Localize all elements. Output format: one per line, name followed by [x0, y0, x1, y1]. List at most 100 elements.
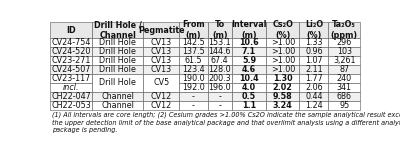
- Bar: [299, 47, 328, 56]
- Text: CV13: CV13: [150, 65, 172, 74]
- Text: 10.4: 10.4: [239, 74, 259, 83]
- Text: 144.6: 144.6: [208, 47, 231, 56]
- Bar: [299, 101, 328, 110]
- Bar: [92, 56, 143, 65]
- Bar: [232, 92, 266, 101]
- Bar: [328, 38, 360, 47]
- Text: 0.5: 0.5: [242, 92, 256, 101]
- Bar: [179, 56, 208, 65]
- Bar: [50, 92, 92, 101]
- Text: 95: 95: [339, 101, 349, 110]
- Bar: [232, 65, 266, 74]
- Text: 137.5: 137.5: [182, 47, 205, 56]
- Bar: [208, 65, 232, 74]
- Text: Ta₂O₅
(ppm): Ta₂O₅ (ppm): [331, 20, 358, 40]
- Text: Pegmatite: Pegmatite: [138, 26, 184, 35]
- Text: 196.0: 196.0: [208, 83, 231, 92]
- Bar: [328, 101, 360, 110]
- Bar: [208, 83, 232, 92]
- Text: 87: 87: [339, 65, 349, 74]
- Bar: [179, 47, 208, 56]
- Bar: [179, 74, 208, 83]
- Text: CH22-053: CH22-053: [51, 101, 91, 110]
- Text: Interval
(m): Interval (m): [231, 20, 267, 40]
- Text: CV12: CV12: [150, 92, 172, 101]
- Bar: [179, 92, 208, 101]
- Bar: [208, 38, 232, 47]
- Text: 1.07: 1.07: [305, 56, 323, 65]
- Text: >1.00: >1.00: [271, 47, 295, 56]
- Text: 142.5: 142.5: [182, 38, 205, 47]
- Text: 1.33: 1.33: [305, 38, 323, 47]
- Bar: [143, 38, 179, 47]
- Bar: [232, 47, 266, 56]
- Text: 2.11: 2.11: [305, 65, 323, 74]
- Text: -: -: [218, 92, 221, 101]
- Text: 1.30: 1.30: [273, 74, 293, 83]
- Bar: [232, 38, 266, 47]
- Bar: [208, 56, 232, 65]
- Bar: [143, 22, 179, 38]
- Text: >1.00: >1.00: [271, 65, 295, 74]
- Text: From
(m): From (m): [182, 20, 205, 40]
- Bar: [143, 47, 179, 56]
- Text: Drill Hole: Drill Hole: [99, 78, 136, 87]
- Text: (1) All intervals are core length; (2) Cesium grades >1.00% Cs2O indicate the sa: (1) All intervals are core length; (2) C…: [52, 111, 400, 133]
- Bar: [143, 56, 179, 65]
- Bar: [299, 56, 328, 65]
- Text: 240: 240: [337, 74, 352, 83]
- Bar: [143, 92, 179, 101]
- Bar: [50, 101, 92, 110]
- Bar: [179, 38, 208, 47]
- Bar: [143, 101, 179, 110]
- Text: CV13: CV13: [150, 56, 172, 65]
- Bar: [266, 56, 299, 65]
- Bar: [92, 38, 143, 47]
- Bar: [92, 92, 143, 101]
- Text: -: -: [192, 101, 195, 110]
- Text: 7.1: 7.1: [242, 47, 256, 56]
- Bar: [50, 22, 92, 38]
- Bar: [208, 74, 232, 83]
- Text: 296: 296: [337, 38, 352, 47]
- Bar: [266, 22, 299, 38]
- Bar: [328, 47, 360, 56]
- Bar: [328, 56, 360, 65]
- Text: 3,261: 3,261: [333, 56, 356, 65]
- Text: >1.00: >1.00: [271, 38, 295, 47]
- Bar: [299, 83, 328, 92]
- Text: Drill Hole /
Channel: Drill Hole / Channel: [94, 20, 142, 40]
- Text: >1.00: >1.00: [271, 56, 295, 65]
- Text: incl.: incl.: [63, 83, 80, 92]
- Text: 9.58: 9.58: [273, 92, 293, 101]
- Bar: [328, 65, 360, 74]
- Bar: [328, 74, 360, 83]
- Text: -: -: [192, 92, 195, 101]
- Text: 128.0: 128.0: [208, 65, 231, 74]
- Bar: [92, 101, 143, 110]
- Bar: [299, 74, 328, 83]
- Text: CV23-271: CV23-271: [52, 56, 91, 65]
- Bar: [208, 47, 232, 56]
- Text: 10.6: 10.6: [239, 38, 259, 47]
- Bar: [328, 83, 360, 92]
- Text: Drill Hole: Drill Hole: [99, 47, 136, 56]
- Text: CV13: CV13: [150, 47, 172, 56]
- Bar: [50, 38, 92, 47]
- Text: 2.06: 2.06: [305, 83, 323, 92]
- Bar: [232, 101, 266, 110]
- Text: Drill Hole: Drill Hole: [99, 38, 136, 47]
- Text: Drill Hole: Drill Hole: [99, 56, 136, 65]
- Bar: [179, 65, 208, 74]
- Text: To
(m): To (m): [212, 20, 228, 40]
- Bar: [92, 22, 143, 38]
- Text: 0.44: 0.44: [305, 92, 323, 101]
- Text: Drill Hole: Drill Hole: [99, 65, 136, 74]
- Bar: [299, 65, 328, 74]
- Bar: [266, 83, 299, 92]
- Bar: [50, 74, 92, 83]
- Bar: [328, 22, 360, 38]
- Text: 2.02: 2.02: [273, 83, 293, 92]
- Bar: [266, 38, 299, 47]
- Text: 1.24: 1.24: [305, 101, 323, 110]
